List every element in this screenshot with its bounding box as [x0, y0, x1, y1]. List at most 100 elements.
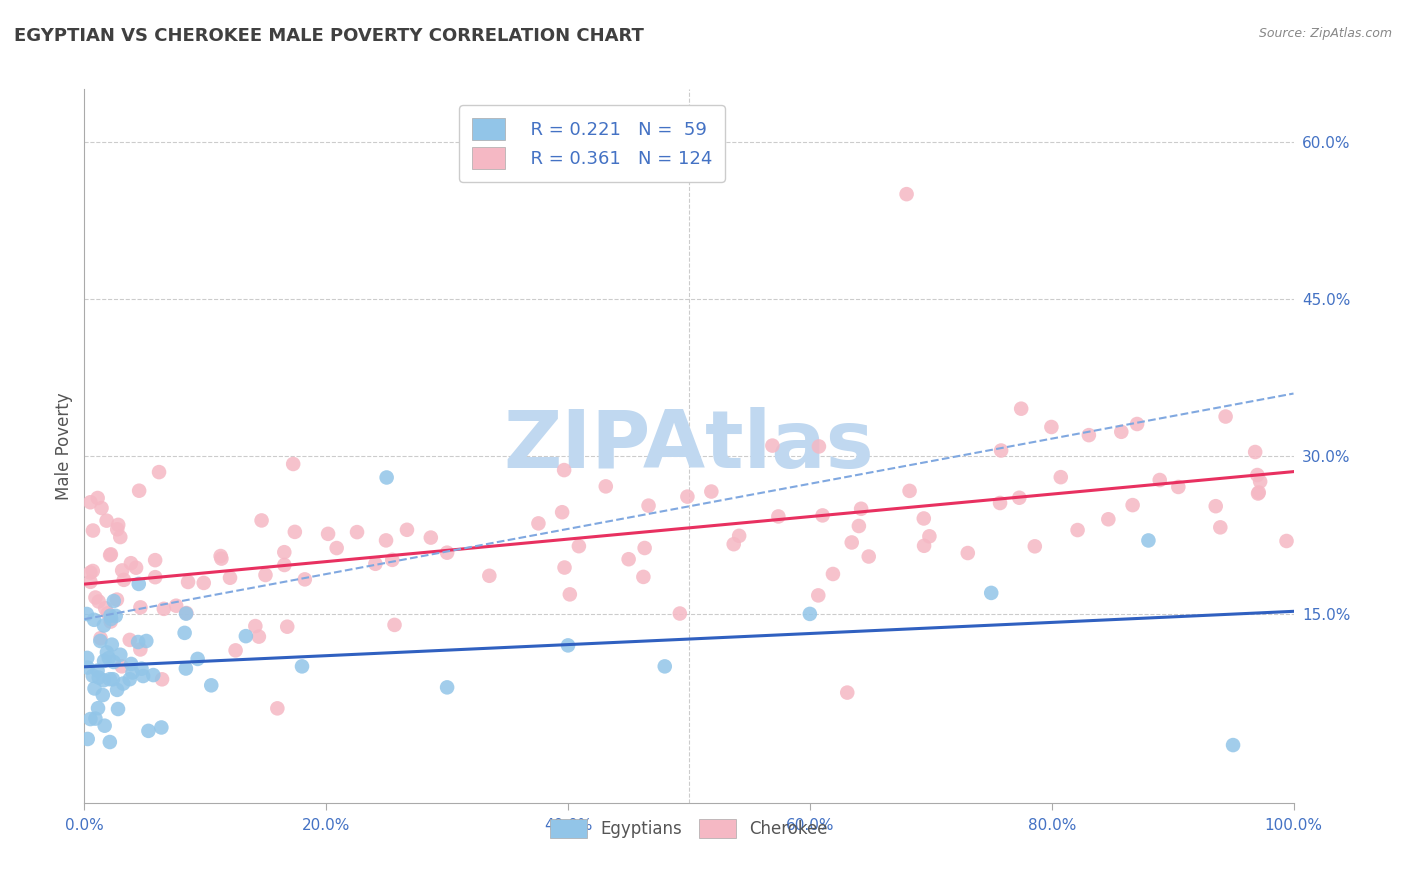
Point [76, 651, 98, 665]
Point [100, 612, 122, 626]
Point [276, 620, 298, 634]
Point [76, 731, 98, 746]
Point [669, 607, 692, 621]
Point [153, 602, 176, 616]
Point [111, 563, 134, 577]
Point [912, 511, 935, 525]
Point [1247, 486, 1270, 500]
Point [956, 546, 979, 560]
Point [107, 702, 129, 716]
Point [1049, 470, 1071, 484]
Point [86, 664, 108, 678]
Point [384, 618, 406, 632]
Point [129, 642, 152, 657]
Point [129, 600, 152, 615]
Point [142, 668, 165, 682]
Point [87, 701, 110, 715]
Point [82, 669, 104, 683]
Point [419, 531, 441, 545]
Point [143, 553, 166, 567]
Point [76, 660, 98, 674]
Point [131, 662, 153, 676]
Point [187, 652, 209, 666]
Point [90, 501, 112, 516]
Point [395, 523, 418, 537]
Point [807, 588, 830, 602]
Point [150, 673, 173, 687]
Point [112, 573, 135, 587]
Point [93, 654, 115, 668]
Point [811, 508, 834, 523]
Point [104, 608, 127, 623]
Point [98, 608, 121, 623]
Point [177, 574, 200, 589]
Point [128, 483, 150, 498]
Point [209, 551, 232, 566]
Point [799, 607, 821, 621]
Point [1066, 523, 1088, 537]
Point [1275, 533, 1298, 548]
Point [325, 541, 347, 555]
Point [896, 187, 918, 202]
Point [120, 657, 142, 671]
Point [89, 634, 111, 648]
Point [436, 546, 458, 560]
Point [128, 577, 150, 591]
Point [83, 681, 105, 696]
Point [761, 439, 783, 453]
Point [1040, 420, 1063, 434]
Point [93, 719, 115, 733]
Point [1097, 512, 1119, 526]
Point [247, 630, 270, 644]
Point [112, 676, 135, 690]
Point [273, 545, 295, 559]
Point [375, 470, 398, 484]
Point [176, 606, 198, 620]
Point [127, 635, 149, 649]
Point [82, 524, 104, 538]
Point [988, 496, 1011, 510]
Point [121, 665, 143, 680]
Point [110, 530, 132, 544]
Point [79, 712, 101, 726]
Point [728, 529, 751, 543]
Point [91, 688, 114, 702]
Point [1122, 498, 1144, 512]
Text: ZIPAtlas: ZIPAtlas [503, 407, 875, 485]
Point [105, 682, 128, 697]
Point [94, 601, 117, 615]
Point [254, 568, 277, 582]
Point [118, 632, 141, 647]
Point [1077, 428, 1099, 442]
Point [82, 564, 104, 578]
Point [103, 594, 125, 608]
Point [1205, 499, 1227, 513]
Point [617, 552, 640, 566]
Point [105, 522, 128, 536]
Point [79, 566, 101, 580]
Point [1024, 539, 1046, 553]
Point [225, 643, 247, 657]
Point [79, 495, 101, 509]
Point [125, 560, 148, 574]
Point [86, 491, 108, 505]
Point [174, 607, 197, 621]
Point [633, 570, 655, 584]
Point [821, 566, 844, 581]
Point [980, 586, 1002, 600]
Point [918, 529, 941, 543]
Point [174, 661, 197, 675]
Point [723, 537, 745, 551]
Point [103, 655, 125, 669]
Point [294, 573, 316, 587]
Point [138, 723, 160, 738]
Point [143, 570, 166, 584]
Point [93, 618, 115, 632]
Point [96, 645, 118, 659]
Point [200, 678, 222, 692]
Legend: Egyptians, Cherokee: Egyptians, Cherokee [544, 812, 834, 845]
Point [912, 539, 935, 553]
Point [1167, 480, 1189, 494]
Point [148, 465, 170, 479]
Point [1008, 491, 1031, 505]
